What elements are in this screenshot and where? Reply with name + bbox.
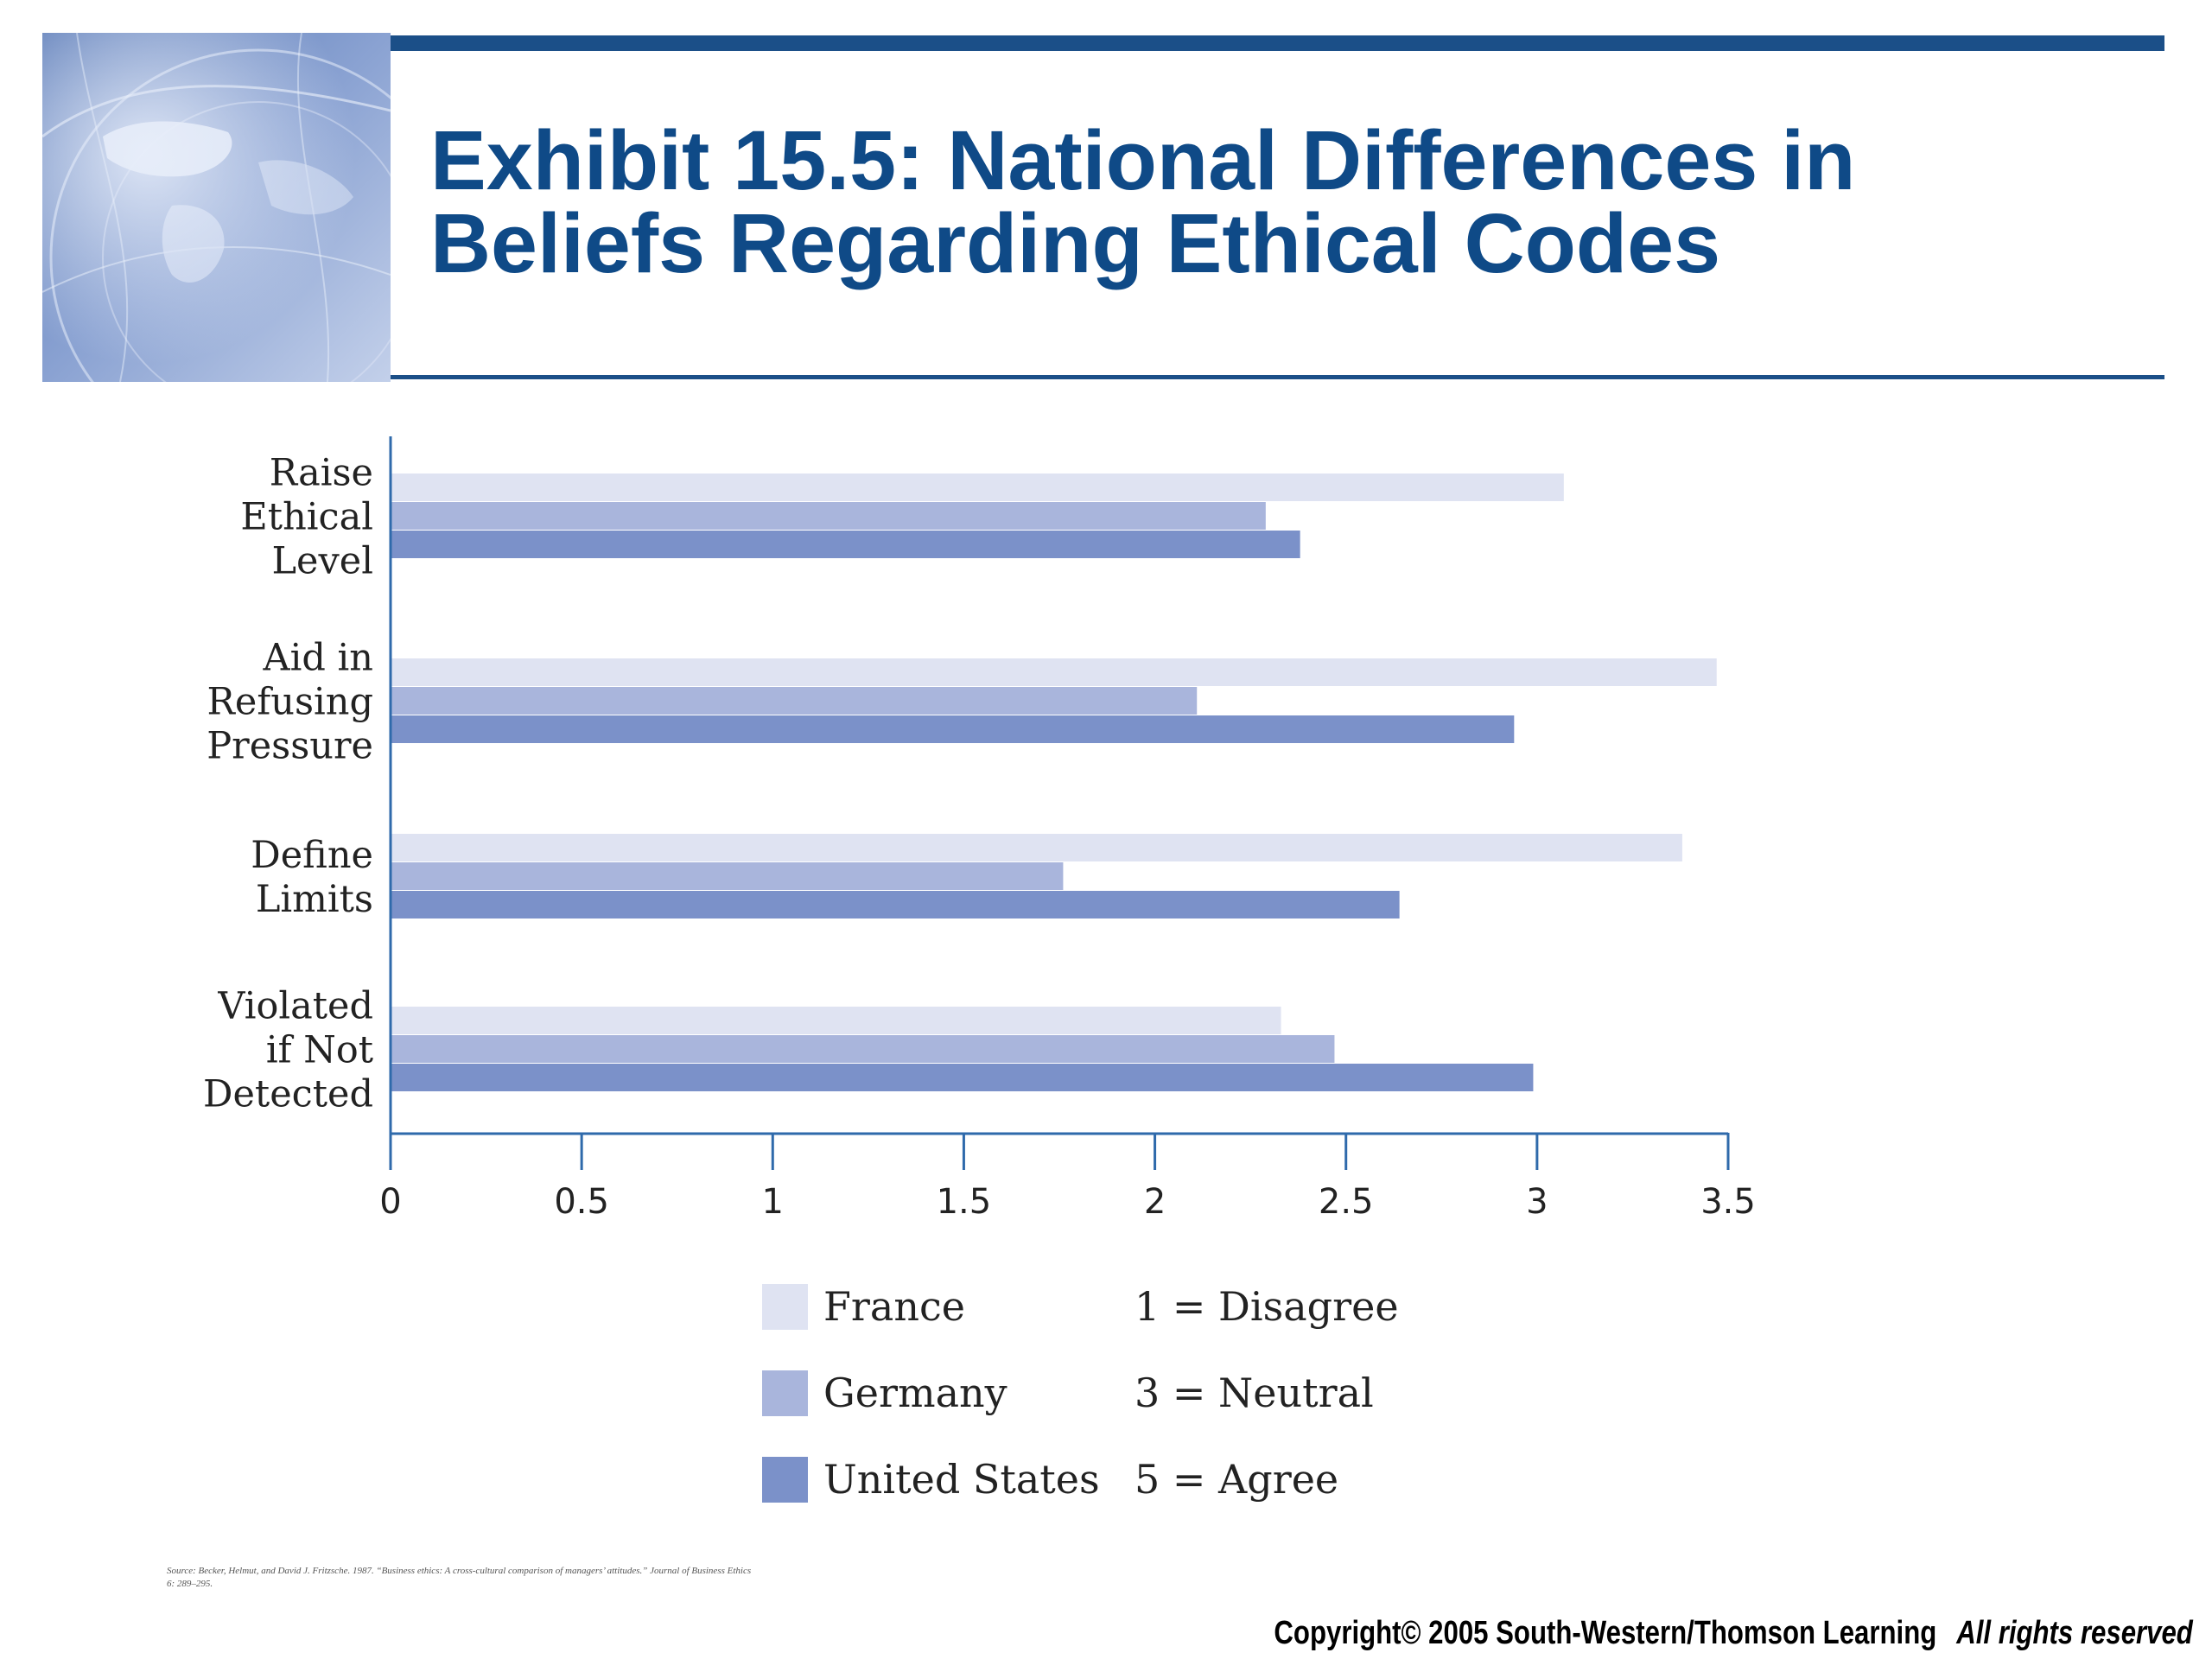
category-label-1-line-2: Ethical xyxy=(240,496,373,539)
category-label-3-line-2: Limits xyxy=(256,878,373,921)
title-line-2: Beliefs Regarding Ethical Codes xyxy=(430,196,1721,290)
header-top-rule xyxy=(391,35,2164,51)
bar-france-4 xyxy=(391,1007,1281,1034)
scale-note-3: 5 = Agree xyxy=(1135,1456,1338,1503)
bar-germany-3 xyxy=(391,862,1064,890)
bar-germany-4 xyxy=(391,1035,1335,1063)
bar-france-1 xyxy=(391,474,1564,501)
x-tick-label-8: 3.5 xyxy=(1700,1182,1756,1222)
page-title: Exhibit 15.5: National Differences in Be… xyxy=(430,113,2158,290)
bar-france-3 xyxy=(391,834,1682,861)
bar-united-states-3 xyxy=(391,891,1400,918)
scale-note-1: 1 = Disagree xyxy=(1135,1283,1399,1330)
x-tick-label-3: 1 xyxy=(762,1182,784,1222)
legend-label-france: France xyxy=(823,1283,965,1330)
category-label-4-line-3: Detected xyxy=(203,1073,373,1116)
legend-label-germany: Germany xyxy=(823,1370,1007,1416)
legend-label-united-states: United States xyxy=(823,1456,1100,1503)
category-label-2-line-1: Aid in xyxy=(263,637,373,680)
legend-swatch-united-states xyxy=(762,1457,808,1503)
x-tick-label-6: 2.5 xyxy=(1319,1182,1374,1222)
category-label-1-line-3: Level xyxy=(272,540,374,583)
legend-swatch-france xyxy=(762,1284,808,1330)
bar-france-2 xyxy=(391,658,1717,686)
header-bottom-rule xyxy=(391,375,2164,379)
x-tick-label-5: 2 xyxy=(1144,1182,1166,1222)
bar-united-states-1 xyxy=(391,531,1300,558)
x-tick-label-4: 1.5 xyxy=(937,1182,992,1222)
bar-germany-1 xyxy=(391,502,1266,530)
copyright-notice: Copyright© 2005 South-Western/Thomson Le… xyxy=(1274,1615,2193,1652)
title-line-1: Exhibit 15.5: National Differences in xyxy=(430,113,1856,207)
scale-note-2: 3 = Neutral xyxy=(1135,1370,1374,1416)
category-label-4-line-2: if Not xyxy=(266,1029,373,1072)
x-tick-label-2: 0.5 xyxy=(554,1182,609,1222)
category-label-2-line-3: Pressure xyxy=(207,725,373,768)
x-tick-label-7: 3 xyxy=(1526,1182,1548,1222)
bar-germany-2 xyxy=(391,687,1198,715)
bar-united-states-2 xyxy=(391,715,1515,743)
x-tick-label-1: 0 xyxy=(379,1182,401,1222)
category-label-4-line-1: Violated xyxy=(217,985,373,1028)
globe-image-graphic xyxy=(42,33,391,382)
category-label-1-line-1: Raise xyxy=(270,452,373,495)
globe-world-map-image xyxy=(42,33,391,382)
copyright-text: Copyright© 2005 South-Western/Thomson Le… xyxy=(1274,1615,1937,1651)
category-label-2-line-2: Refusing xyxy=(207,681,373,724)
bar-united-states-4 xyxy=(391,1064,1534,1091)
category-label-3-line-1: Define xyxy=(251,834,373,877)
legend-swatch-germany xyxy=(762,1370,808,1416)
source-note: Source: Becker, Helmut, and David J. Fri… xyxy=(167,1565,944,1591)
rights-reserved-text: All rights reserved xyxy=(1956,1615,2193,1651)
source-note-line-2: 6: 289–295. xyxy=(167,1579,213,1589)
source-note-line-1: Source: Becker, Helmut, and David J. Fri… xyxy=(167,1566,752,1576)
